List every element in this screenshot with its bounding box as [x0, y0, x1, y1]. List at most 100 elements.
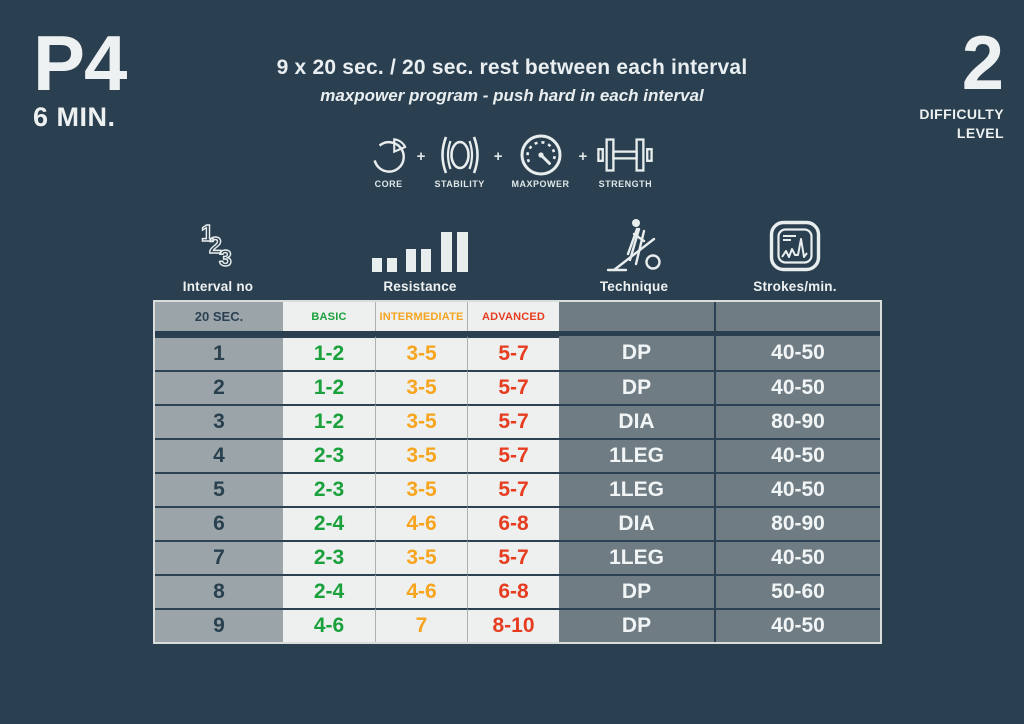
- column-label-interval: Interval no: [182, 279, 254, 294]
- svg-text:2: 2: [209, 232, 222, 258]
- basic-cell: 1-2: [283, 370, 375, 404]
- badge-maxpower: MAXPOWER: [512, 134, 570, 189]
- table-header-intermediate: INTERMEDIATE: [375, 302, 467, 331]
- technique-cell: 1LEG: [559, 540, 714, 574]
- badge-core-label: CORE: [374, 179, 403, 189]
- column-header-interval: 1 2 3 Interval no: [133, 214, 303, 294]
- strength-dumbbell-icon: [596, 134, 654, 176]
- technique-cell: 1LEG: [559, 438, 714, 472]
- basic-cell: 2-4: [283, 506, 375, 540]
- badge-stability: STABILITY: [434, 134, 484, 189]
- interval-cell: 7: [155, 540, 283, 574]
- advanced-cell: 5-7: [467, 336, 559, 370]
- strokes-cell: 50-60: [714, 574, 880, 608]
- advanced-cell: 5-7: [467, 404, 559, 438]
- program-code: P4: [33, 19, 127, 107]
- plus-separator: +: [493, 148, 503, 165]
- basic-cell: 2-3: [283, 540, 375, 574]
- stroke-monitor-icon: [710, 214, 880, 272]
- page-subtitle: maxpower program - push hard in each int…: [320, 86, 704, 105]
- intermediate-cell: 3-5: [375, 370, 467, 404]
- numbers-123-icon: 1 2 3: [133, 214, 303, 272]
- interval-cell: 6: [155, 506, 283, 540]
- intermediate-cell: 4-6: [375, 574, 467, 608]
- strokes-cell: 40-50: [714, 336, 880, 370]
- resistance-bars-icon: [335, 214, 505, 272]
- column-header-strokes: Strokes/min.: [710, 214, 880, 294]
- advanced-cell: 5-7: [467, 472, 559, 506]
- stability-icon: [437, 134, 483, 176]
- interval-cell: 5: [155, 472, 283, 506]
- core-icon: [370, 134, 408, 176]
- difficulty-label-line2: LEVEL: [956, 125, 1004, 142]
- advanced-cell: 6-8: [467, 506, 559, 540]
- strokes-cell: 40-50: [714, 438, 880, 472]
- table-header-advanced: ADVANCED: [467, 302, 559, 331]
- intermediate-cell: 4-6: [375, 506, 467, 540]
- badge-maxpower-label: MAXPOWER: [511, 179, 570, 189]
- badge-strength-label: STRENGTH: [598, 179, 653, 189]
- difficulty-value: 2: [961, 21, 1004, 106]
- svg-text:3: 3: [219, 245, 232, 271]
- program-duration: 6 MIN.: [33, 102, 116, 133]
- basic-cell: 1-2: [283, 404, 375, 438]
- badge-stability-label: STABILITY: [434, 179, 485, 189]
- technique-cell: DIA: [559, 404, 714, 438]
- advanced-cell: 5-7: [467, 438, 559, 472]
- interval-cell: 4: [155, 438, 283, 472]
- interval-cell: 9: [155, 608, 283, 642]
- strokes-cell: 40-50: [714, 472, 880, 506]
- column-header-resistance: Resistance: [335, 214, 505, 294]
- interval-cell: 3: [155, 404, 283, 438]
- program-block: P4 6 MIN.: [33, 19, 127, 133]
- table-header-strokes: [714, 302, 880, 331]
- difficulty-label-line1: DIFFICULTY: [919, 106, 1004, 123]
- column-header-technique: Technique: [549, 214, 719, 294]
- svg-text:1: 1: [201, 220, 214, 246]
- technique-cell: DIA: [559, 506, 714, 540]
- interval-cell: 8: [155, 574, 283, 608]
- advanced-cell: 5-7: [467, 540, 559, 574]
- basic-cell: 2-4: [283, 574, 375, 608]
- basic-cell: 2-3: [283, 472, 375, 506]
- intermediate-cell: 3-5: [375, 438, 467, 472]
- technique-cell: DP: [559, 336, 714, 370]
- intermediate-cell: 3-5: [375, 336, 467, 370]
- column-label-strokes: Strokes/min.: [753, 279, 837, 294]
- title-block: 9 x 20 sec. / 20 sec. rest between each …: [120, 56, 904, 106]
- strokes-cell: 40-50: [714, 370, 880, 404]
- advanced-cell: 8-10: [467, 608, 559, 642]
- column-label-technique: Technique: [599, 279, 669, 294]
- basic-cell: 1-2: [283, 336, 375, 370]
- advanced-cell: 5-7: [467, 370, 559, 404]
- intermediate-cell: 7: [375, 608, 467, 642]
- column-label-resistance: Resistance: [383, 279, 457, 294]
- strokes-cell: 80-90: [714, 404, 880, 438]
- maxpower-gauge-icon: [519, 134, 563, 176]
- difficulty-block: 2 DIFFICULTY LEVEL: [919, 21, 1004, 142]
- advanced-cell: 6-8: [467, 574, 559, 608]
- interval-cell: 2: [155, 370, 283, 404]
- badge-core: CORE: [370, 134, 408, 189]
- interval-cell: 1: [155, 336, 283, 370]
- intermediate-cell: 3-5: [375, 404, 467, 438]
- basic-cell: 2-3: [283, 438, 375, 472]
- technique-cell: DP: [559, 574, 714, 608]
- table-header-duration: 20 SEC.: [155, 302, 283, 331]
- intermediate-cell: 3-5: [375, 472, 467, 506]
- program-table: 20 SEC. BASIC INTERMEDIATE ADVANCED 1 1-2…: [153, 300, 882, 644]
- technique-cell: DP: [559, 608, 714, 642]
- table-header-technique: [559, 302, 714, 331]
- strokes-cell: 40-50: [714, 540, 880, 574]
- skier-icon: [549, 214, 719, 272]
- technique-cell: 1LEG: [559, 472, 714, 506]
- strokes-cell: 80-90: [714, 506, 880, 540]
- basic-cell: 4-6: [283, 608, 375, 642]
- intermediate-cell: 3-5: [375, 540, 467, 574]
- plus-separator: +: [416, 148, 426, 165]
- technique-cell: DP: [559, 370, 714, 404]
- strokes-cell: 40-50: [714, 608, 880, 642]
- plus-separator: +: [578, 148, 588, 165]
- badge-strength: STRENGTH: [596, 134, 654, 189]
